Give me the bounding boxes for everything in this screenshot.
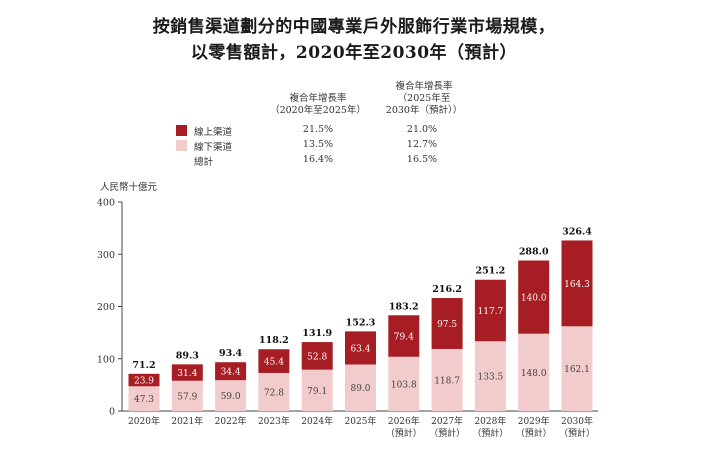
cagr-header-2025-2030: 複合年增長率 （2025年至 2030年（預計）） xyxy=(372,81,476,117)
cagr-total-2020-2025: 16.4% xyxy=(302,154,334,165)
legend-offline-label: 線下渠道 xyxy=(194,142,233,153)
data-label-online: 34.4 xyxy=(221,368,241,378)
cagr-header-2020-2025-line2: （2020年至2025年） xyxy=(270,105,366,116)
data-label-offline: 103.8 xyxy=(391,380,417,390)
data-label-total: 216.2 xyxy=(432,284,462,295)
bar-offline xyxy=(518,333,550,411)
bar-offline xyxy=(171,380,203,411)
data-label-offline: 118.7 xyxy=(434,376,460,386)
data-label-total: 183.2 xyxy=(389,301,419,312)
data-label-total: 71.2 xyxy=(132,360,155,371)
bar-online xyxy=(301,342,333,370)
x-tick-label: 2029年 xyxy=(518,415,550,427)
bar-offline xyxy=(128,386,160,411)
x-tick-label: （預計） xyxy=(429,427,465,439)
data-label-offline: 57.9 xyxy=(177,392,197,402)
y-tick-label: 100 xyxy=(97,354,115,365)
data-label-total: 118.2 xyxy=(259,335,289,346)
x-tick-label: （預計） xyxy=(472,427,508,439)
y-tick-label: 300 xyxy=(97,250,115,261)
y-tick-label: 400 xyxy=(97,198,115,209)
bar-offline xyxy=(345,364,376,411)
legend-online-label: 線上渠道 xyxy=(194,127,233,138)
bar-offline xyxy=(215,380,247,411)
data-label-total: 326.4 xyxy=(562,226,592,237)
bar-online xyxy=(388,315,420,357)
x-tick-label: 2022年 xyxy=(215,415,247,427)
bar-online xyxy=(561,240,593,327)
x-tick-label: 2027年 xyxy=(431,415,463,427)
data-label-online: 79.4 xyxy=(394,333,414,343)
data-label-total: 152.3 xyxy=(346,317,376,328)
cagr-header-2020-2025-line1: 複合年增長率 xyxy=(289,93,347,104)
data-label-total: 251.2 xyxy=(476,266,506,277)
data-label-offline: 162.1 xyxy=(564,365,590,375)
data-label-online: 164.3 xyxy=(564,280,590,290)
data-label-online: 52.8 xyxy=(307,352,327,362)
legend-offline-swatch xyxy=(176,140,187,151)
x-tick-label: 2030年 xyxy=(561,415,593,427)
x-tick-label: （預計） xyxy=(559,427,595,439)
cagr-total-2025-2030: 16.5% xyxy=(406,154,438,165)
cagr-header-2025-2030-line1: 複合年增長率 xyxy=(395,81,453,92)
y-tick-label: 200 xyxy=(97,302,115,313)
data-label-total: 131.9 xyxy=(302,328,332,339)
x-tick-label: 2028年 xyxy=(474,415,506,427)
bar-offline xyxy=(431,348,463,411)
x-tick-label: 2021年 xyxy=(171,415,203,427)
cagr-online-2020-2025: 21.5% xyxy=(302,124,334,135)
data-label-offline: 89.0 xyxy=(350,384,370,394)
x-tick-label: 2024年 xyxy=(301,415,333,427)
bar-online xyxy=(518,260,550,334)
x-tick-label: （預計） xyxy=(516,427,552,439)
x-tick-label: 2020年 xyxy=(128,415,160,427)
cagr-online-2025-2030: 21.0% xyxy=(406,124,438,135)
data-label-online: 140.0 xyxy=(521,294,547,304)
data-label-offline: 47.3 xyxy=(134,395,154,405)
data-label-online: 117.7 xyxy=(478,307,504,317)
data-label-offline: 148.0 xyxy=(521,369,547,379)
bar-offline xyxy=(258,372,290,411)
cagr-offline-2025-2030: 12.7% xyxy=(406,139,438,150)
bar-online xyxy=(171,364,203,381)
cagr-header-2025-2030-line2: （2025年至 xyxy=(397,93,451,104)
legend-total-label: 總計 xyxy=(194,157,214,168)
bar-online xyxy=(431,298,463,349)
data-label-online: 45.4 xyxy=(264,358,284,368)
bar-online xyxy=(345,331,376,365)
cagr-offline-2020-2025: 13.5% xyxy=(302,139,334,150)
data-label-offline: 133.5 xyxy=(478,373,504,383)
data-label-online: 31.4 xyxy=(177,369,197,379)
bar-online xyxy=(215,362,247,381)
data-label-total: 89.3 xyxy=(176,350,199,361)
bar-online xyxy=(128,373,160,387)
bar-offline xyxy=(474,341,506,411)
data-label-online: 63.4 xyxy=(350,344,370,354)
bar-offline xyxy=(388,356,420,411)
bar-offline xyxy=(301,369,333,411)
x-tick-label: 2026年 xyxy=(388,415,420,427)
x-tick-label: （預計） xyxy=(386,427,422,439)
y-axis-label: 人民幣十億元 xyxy=(100,181,158,193)
bar-online xyxy=(258,349,290,373)
bar-online xyxy=(474,279,506,342)
data-label-offline: 59.0 xyxy=(221,392,241,402)
y-tick-label: 0 xyxy=(109,407,115,418)
data-label-offline: 79.1 xyxy=(307,387,327,397)
x-tick-label: 2025年 xyxy=(345,415,377,427)
data-label-online: 97.5 xyxy=(437,320,457,330)
chart-title-line1: 按銷售渠道劃分的中國專業戶外服飾行業市場規模， xyxy=(152,17,556,37)
cagr-header-2025-2030-line3: 2030年（預計）） xyxy=(385,105,463,116)
data-label-online: 23.9 xyxy=(134,377,154,387)
chart-title-line2: 以零售額計，2020年至2030年（預計） xyxy=(190,43,518,63)
legend-online-swatch xyxy=(176,125,187,136)
cagr-header-2020-2025: 複合年增長率 （2020年至2025年） xyxy=(268,93,368,117)
data-label-total: 93.4 xyxy=(219,348,243,359)
data-label-offline: 72.8 xyxy=(264,388,284,398)
bar-offline xyxy=(561,326,593,411)
x-tick-label: 2023年 xyxy=(258,415,290,427)
data-label-total: 288.0 xyxy=(519,247,549,258)
